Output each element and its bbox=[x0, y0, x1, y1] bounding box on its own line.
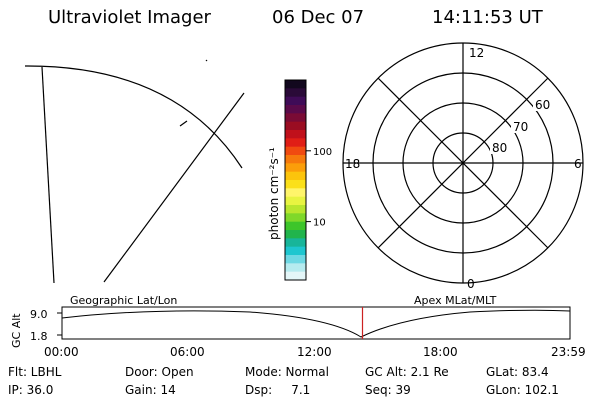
timeline-xtick-2: 12:00 bbox=[297, 345, 332, 359]
timeline-xtick-1: 06:00 bbox=[170, 345, 205, 359]
altitude-trace bbox=[61, 309, 571, 338]
timeline-ytick-low: 1.8 bbox=[30, 330, 48, 343]
colorbar-frame bbox=[284, 79, 307, 281]
colorbar-swatch bbox=[285, 246, 306, 256]
mlat-label-60: 60 bbox=[535, 98, 550, 112]
colorbar-swatch bbox=[285, 155, 306, 164]
colorbar-swatch bbox=[285, 121, 306, 131]
colorbar-tick-label-10: 10 bbox=[313, 218, 326, 229]
timeline-left-label: Geographic Lat/Lon bbox=[70, 294, 177, 307]
mlt-label-6: 6 bbox=[574, 157, 582, 171]
geographic-map-panel bbox=[24, 59, 245, 284]
status-dsp: Dsp: 7.1 bbox=[245, 383, 310, 397]
polar-labels: 12 18 6 0 80 70 60 bbox=[345, 46, 582, 291]
colorbar-unit-label: photon cm⁻²s⁻¹ bbox=[267, 147, 281, 240]
mlat-label-80: 80 bbox=[492, 141, 507, 155]
status-panel: Flt: LBHL Door: Open Mode: Normal GC Alt… bbox=[8, 365, 559, 397]
status-seq: Seq: 39 bbox=[365, 383, 411, 397]
instrument-title: Ultraviolet Imager bbox=[48, 7, 212, 28]
colorbar-swatch bbox=[285, 213, 306, 223]
label-bg bbox=[533, 98, 551, 111]
timeline-xtick-3: 18:00 bbox=[423, 345, 458, 359]
status-ip: IP: 36.0 bbox=[8, 383, 53, 397]
latitude-arc bbox=[24, 65, 243, 169]
colorbar-swatch bbox=[285, 196, 306, 206]
mlt-label-18: 18 bbox=[345, 157, 360, 171]
colorbar-swatch bbox=[285, 171, 306, 181]
colorbar-swatch bbox=[285, 96, 306, 106]
colorbar-swatch bbox=[285, 255, 306, 264]
colorbar-tick-label-100: 100 bbox=[313, 147, 332, 158]
timeline-right-label: Apex MLat/MLT bbox=[414, 294, 497, 307]
header: Ultraviolet Imager 06 Dec 07 14:11:53 UT bbox=[48, 7, 544, 28]
colorbar-swatch bbox=[285, 271, 306, 281]
status-gain: Gain: 14 bbox=[125, 383, 176, 397]
colorbar-swatch bbox=[285, 130, 306, 139]
colorbar-swatch bbox=[285, 263, 306, 273]
coastline-fragment bbox=[179, 120, 188, 127]
status-glat: GLat: 83.4 bbox=[486, 365, 549, 379]
header-time: 14:11:53 UT bbox=[432, 7, 544, 28]
colorbar-swatch bbox=[285, 205, 306, 214]
timeline-xtick-4: 23:59 bbox=[551, 345, 586, 359]
map-dot bbox=[205, 59, 208, 62]
status-door: Door: Open bbox=[125, 365, 194, 379]
mlat-label-70: 70 bbox=[513, 120, 528, 134]
header-date: 06 Dec 07 bbox=[272, 7, 364, 28]
polar-diagonal-b bbox=[377, 77, 549, 249]
mlt-label-12: 12 bbox=[469, 46, 484, 60]
polar-plot bbox=[342, 42, 584, 284]
colorbar-swatch bbox=[285, 230, 306, 239]
status-filter: Flt: LBHL bbox=[8, 365, 62, 379]
colorbar-swatch bbox=[285, 238, 306, 248]
colorbar-swatch bbox=[285, 163, 306, 173]
colorbar-swatch bbox=[285, 88, 306, 98]
colorbar-swatch bbox=[285, 105, 306, 114]
orbit-timeline: Geographic Lat/Lon Apex MLat/MLT GC Alt … bbox=[10, 294, 586, 359]
mlt-label-0: 0 bbox=[467, 277, 475, 291]
label-bg bbox=[467, 46, 485, 59]
colorbar: 100 10 photon cm⁻²s⁻¹ bbox=[267, 79, 332, 281]
colorbar-swatch bbox=[285, 188, 306, 198]
colorbar-swatch bbox=[285, 80, 306, 89]
colorbar-swatch bbox=[285, 113, 306, 123]
colorbar-swatch bbox=[285, 180, 306, 189]
colorbar-swatch bbox=[285, 138, 306, 148]
timeline-frame bbox=[61, 306, 571, 340]
status-glon: GLon: 102.1 bbox=[486, 383, 559, 397]
label-bg bbox=[490, 141, 508, 154]
longitude-line bbox=[103, 92, 245, 283]
label-bg bbox=[511, 120, 529, 133]
colorbar-swatch bbox=[285, 221, 306, 231]
status-gc-alt: GC Alt: 2.1 Re bbox=[365, 365, 449, 379]
status-mode: Mode: Normal bbox=[245, 365, 329, 379]
meridian-line bbox=[41, 66, 55, 284]
colorbar-swatch bbox=[285, 146, 306, 156]
colorbar-scale bbox=[285, 80, 306, 281]
timeline-ytick-high: 9.0 bbox=[30, 308, 48, 321]
timeline-xtick-0: 00:00 bbox=[44, 345, 79, 359]
timeline-ylabel: GC Alt bbox=[10, 313, 23, 348]
